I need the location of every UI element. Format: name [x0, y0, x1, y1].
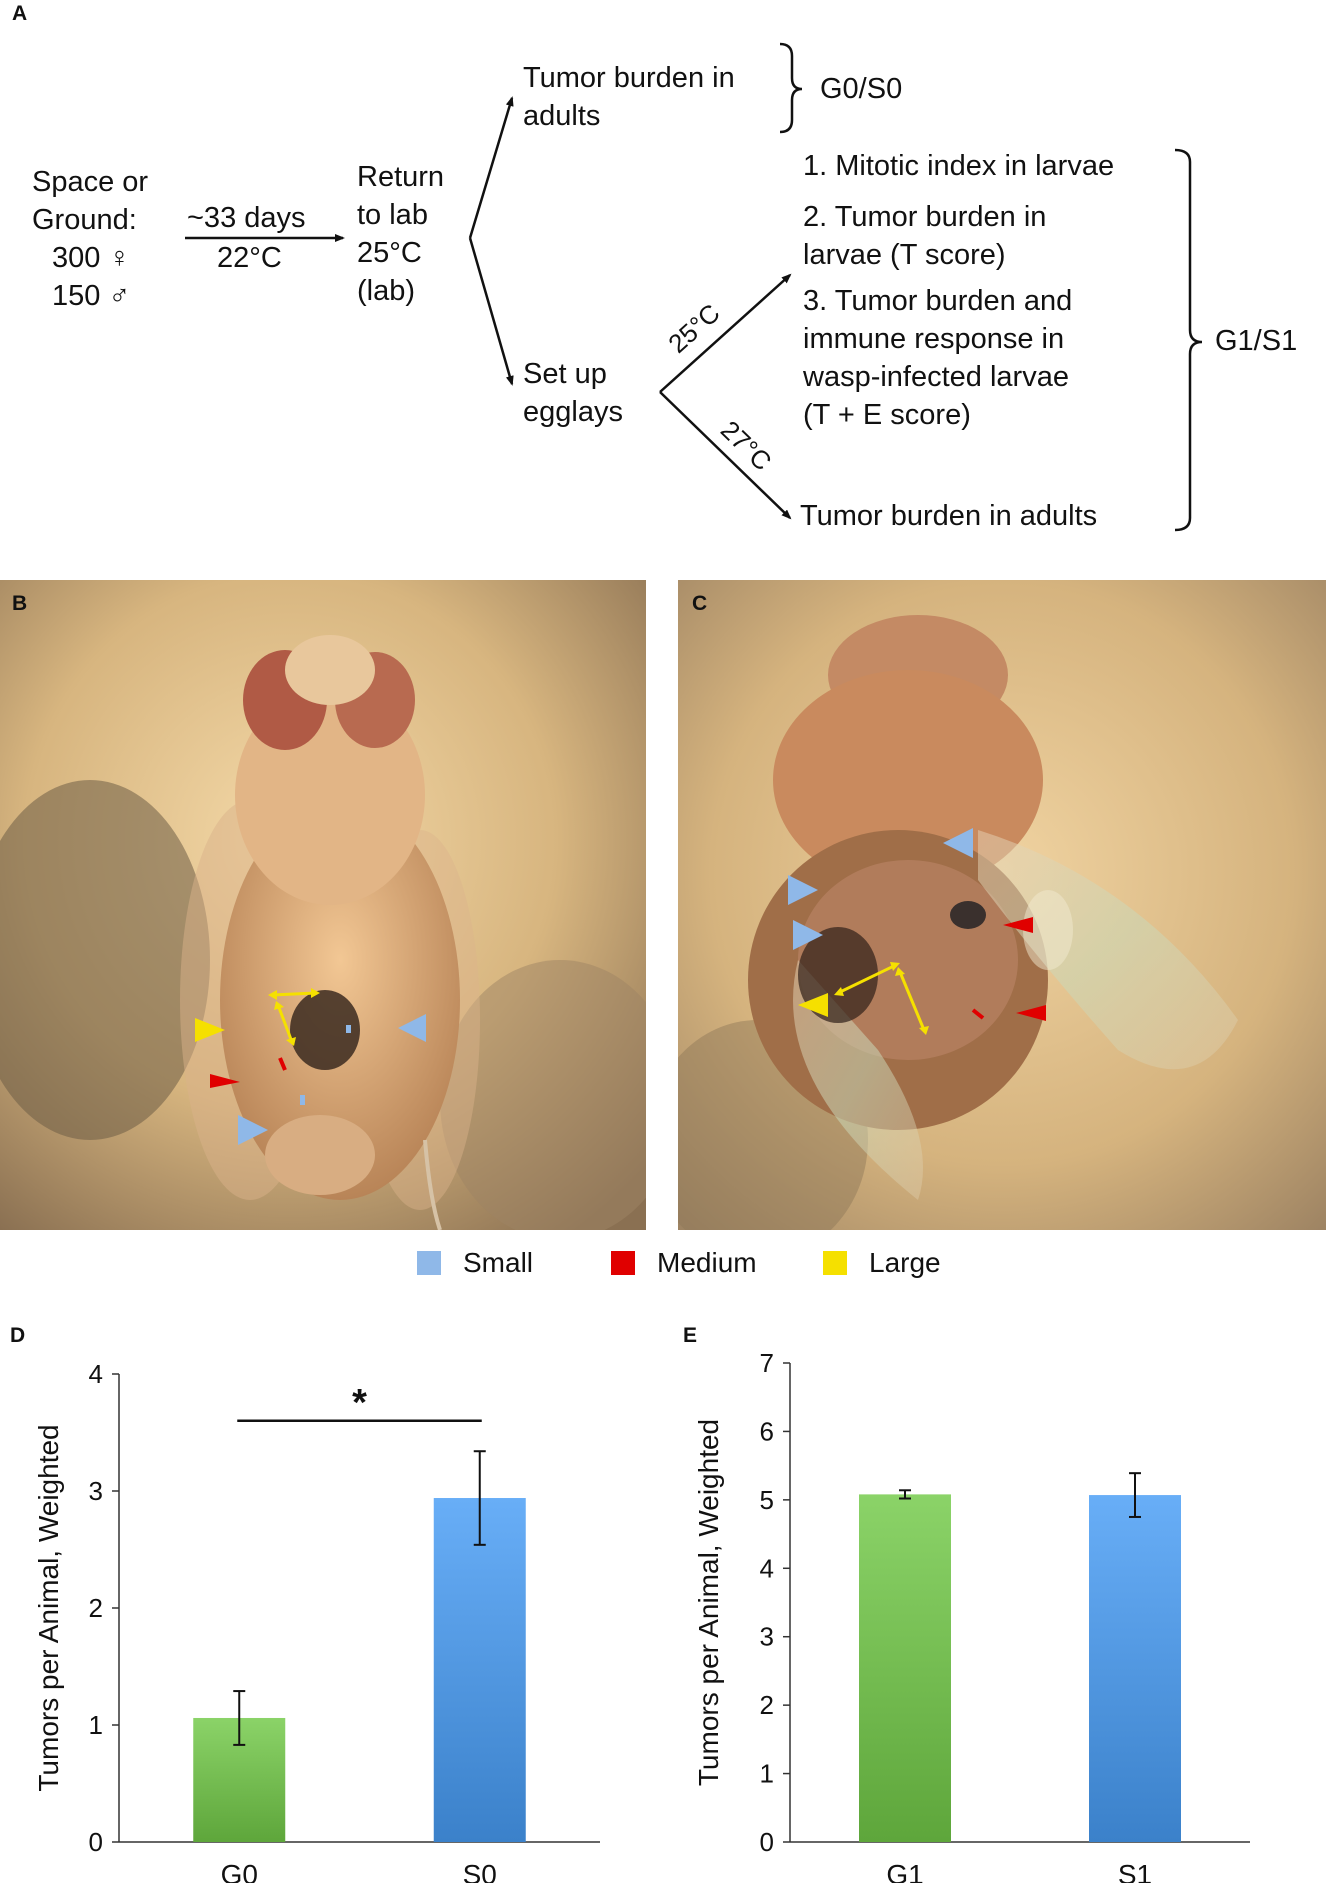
bar-G1: [859, 1494, 951, 1842]
y-tick-label: 1: [89, 1710, 103, 1740]
bar-chart-d: 0 1 2 3 4 Tumors per Animal, Weighted G0 S0 *: [33, 1359, 600, 1883]
egglays-line1: Set up: [523, 358, 607, 390]
small-tumor-spot-2: [300, 1095, 305, 1105]
y-tick-label: 0: [89, 1827, 103, 1857]
medium-tumor-marker-1: [1003, 917, 1033, 933]
assay-item1: 1. Mitotic index in larvae: [803, 150, 1115, 182]
x-category-label: S0: [463, 1859, 497, 1883]
panel-c-letter: C: [692, 592, 708, 615]
egglays-line2: egglays: [523, 396, 623, 428]
assay-item3-line4: (T + E score): [803, 399, 971, 431]
return-line4: (lab): [357, 275, 416, 307]
branch-27-arrow: [659, 391, 792, 520]
tumor-width-arrow: [837, 963, 897, 995]
large-tumor-marker: [798, 993, 828, 1017]
start-female-count: 300 ♀: [52, 242, 131, 274]
x-category-label: S1: [1118, 1859, 1152, 1883]
fly-photo-c: [678, 580, 1326, 1230]
legend-large: Large: [823, 1247, 941, 1279]
fly-illustration-c: [678, 580, 1326, 1230]
assay-item2-line1: 2. Tumor burden in: [803, 201, 1047, 233]
start-line1: Space or: [32, 166, 149, 198]
panel-d-letter: D: [10, 1324, 26, 1347]
return-line2: to lab: [357, 199, 428, 231]
return-line3: 25°C: [357, 237, 422, 269]
small-tumor-marker-1: [943, 828, 973, 858]
legend-small-label: Small: [463, 1247, 534, 1278]
medium-tumor-marker: [210, 1074, 240, 1088]
legend-medium-label: Medium: [657, 1247, 757, 1278]
legend-large-label: Large: [869, 1247, 941, 1278]
y-tick-label: 0: [760, 1827, 774, 1857]
large-tumor-marker: [195, 1018, 225, 1042]
assay-item4: Tumor burden in adults: [800, 500, 1098, 532]
small-tumor-marker-1: [398, 1014, 426, 1042]
fly-illustration-b: [0, 580, 646, 1230]
y-tick-label: 3: [760, 1622, 774, 1652]
y-tick-label: 4: [89, 1359, 103, 1389]
small-tumor-marker-2: [238, 1115, 268, 1145]
y-tick-label: 2: [760, 1690, 774, 1720]
x-category-label: G0: [221, 1859, 258, 1883]
legend-large-swatch: [823, 1251, 847, 1275]
temp-27-label: 27°C: [715, 415, 778, 477]
assay-item3-line3: wasp-infected larvae: [803, 361, 1069, 393]
assay-item3-line2: immune response in: [803, 323, 1065, 355]
panel-a-flow-lines: 25°C 27°C: [185, 42, 1203, 532]
y-tick-label: 1: [760, 1759, 774, 1789]
y-tick-label: 5: [760, 1485, 774, 1515]
adults-line2: adults: [523, 100, 601, 132]
y-tick-label: 4: [760, 1553, 774, 1583]
y-tick-label: 2: [89, 1593, 103, 1623]
bar-chart-e: 0 1 2 3 4 5 6 7 Tumors per Animal, Weighted G1 S1: [693, 1348, 1250, 1883]
x-category-label: G1: [886, 1859, 923, 1883]
branch-down-arrow: [468, 237, 514, 386]
y-axis-label: Tumors per Animal, Weighted: [33, 1424, 64, 1791]
legend-small: Small: [417, 1247, 533, 1279]
start-male-count: 150 ♂: [52, 280, 131, 312]
g0s0-label: G0/S0: [820, 73, 903, 105]
transit-temperature: 22°C: [217, 242, 282, 274]
panel-e-letter: E: [683, 1324, 698, 1347]
medium-tumor-spot: [971, 1008, 985, 1020]
medium-tumor-marker-2: [1016, 1005, 1046, 1021]
y-tick-label: 3: [89, 1476, 103, 1506]
g0s0-bracket: [779, 42, 803, 134]
small-tumor-marker-2: [788, 875, 818, 905]
panel-b-letter: B: [12, 592, 28, 615]
y-axis-label: Tumors per Animal, Weighted: [693, 1419, 724, 1786]
return-line1: Return: [357, 161, 445, 193]
significance-star: *: [352, 1382, 367, 1424]
g1s1-bracket: [1174, 148, 1203, 532]
small-tumor-marker-3: [793, 920, 823, 950]
g1s1-label: G1/S1: [1215, 325, 1298, 357]
legend-medium: Medium: [611, 1247, 757, 1279]
small-tumor-spot-1: [346, 1025, 351, 1033]
tumor-height-arrow: [898, 971, 926, 1031]
assay-item2-line2: larvae (T score): [803, 239, 1006, 271]
branch-25-arrow: [659, 273, 792, 393]
bar-S1: [1089, 1495, 1181, 1842]
adults-line1: Tumor burden in: [523, 62, 735, 94]
transit-duration: ~33 days: [187, 202, 306, 234]
y-tick-label: 7: [760, 1348, 774, 1378]
branch-up-arrow: [468, 96, 514, 239]
legend-small-swatch: [417, 1251, 441, 1275]
fly-photo-b: [0, 580, 646, 1230]
assay-item3-line1: 3. Tumor burden and: [803, 285, 1073, 317]
medium-tumor-spot: [278, 1057, 287, 1071]
temp-25-label: 25°C: [662, 298, 725, 359]
tumor-width-arrow: [271, 991, 317, 997]
y-tick-label: 6: [760, 1416, 774, 1446]
legend-medium-swatch: [611, 1251, 635, 1275]
start-line2: Ground:: [32, 204, 137, 236]
bar-S0: [433, 1498, 526, 1842]
panel-a-letter: A: [12, 2, 28, 25]
tumor-height-arrow: [276, 1004, 294, 1043]
